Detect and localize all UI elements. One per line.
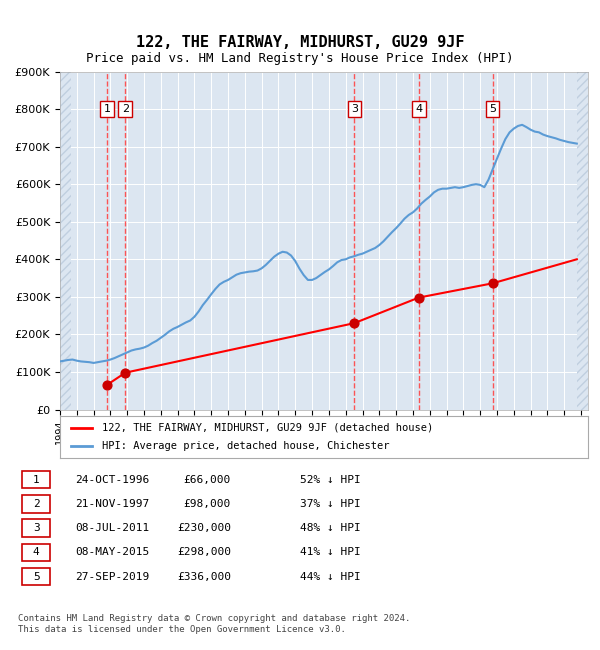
- Text: 122, THE FAIRWAY, MIDHURST, GU29 9JF: 122, THE FAIRWAY, MIDHURST, GU29 9JF: [136, 34, 464, 50]
- Text: 122, THE FAIRWAY, MIDHURST, GU29 9JF (detached house): 122, THE FAIRWAY, MIDHURST, GU29 9JF (de…: [102, 423, 433, 433]
- Bar: [577, 72, 588, 410]
- FancyBboxPatch shape: [22, 495, 50, 513]
- Text: Contains HM Land Registry data © Crown copyright and database right 2024.
This d: Contains HM Land Registry data © Crown c…: [18, 614, 410, 634]
- Point: [414, 292, 424, 303]
- Text: 1: 1: [33, 474, 40, 485]
- Text: 5: 5: [489, 104, 496, 114]
- Point: [350, 318, 359, 328]
- Bar: [60, 72, 71, 410]
- Text: 24-OCT-1996: 24-OCT-1996: [76, 474, 149, 485]
- Text: 1: 1: [104, 104, 111, 114]
- Text: 4: 4: [33, 547, 40, 557]
- Text: 4: 4: [415, 104, 422, 114]
- Text: 2: 2: [122, 104, 129, 114]
- Text: 3: 3: [33, 523, 40, 533]
- Text: 08-JUL-2011: 08-JUL-2011: [76, 523, 149, 533]
- Text: 08-MAY-2015: 08-MAY-2015: [76, 547, 149, 557]
- Text: £298,000: £298,000: [177, 547, 231, 557]
- FancyBboxPatch shape: [22, 568, 50, 585]
- Text: 2: 2: [33, 499, 40, 509]
- Point: [488, 278, 497, 289]
- FancyBboxPatch shape: [22, 519, 50, 537]
- FancyBboxPatch shape: [22, 471, 50, 488]
- Text: £66,000: £66,000: [184, 474, 231, 485]
- Text: 44% ↓ HPI: 44% ↓ HPI: [300, 571, 361, 582]
- Text: 27-SEP-2019: 27-SEP-2019: [76, 571, 149, 582]
- Point: [103, 380, 112, 390]
- Point: [121, 367, 130, 378]
- Text: 52% ↓ HPI: 52% ↓ HPI: [300, 474, 361, 485]
- Text: £336,000: £336,000: [177, 571, 231, 582]
- Text: £230,000: £230,000: [177, 523, 231, 533]
- Text: 3: 3: [351, 104, 358, 114]
- Text: 5: 5: [33, 571, 40, 582]
- Text: 41% ↓ HPI: 41% ↓ HPI: [300, 547, 361, 557]
- Text: Price paid vs. HM Land Registry's House Price Index (HPI): Price paid vs. HM Land Registry's House …: [86, 52, 514, 65]
- FancyBboxPatch shape: [22, 543, 50, 561]
- Text: HPI: Average price, detached house, Chichester: HPI: Average price, detached house, Chic…: [102, 441, 390, 451]
- Text: £98,000: £98,000: [184, 499, 231, 509]
- Text: 37% ↓ HPI: 37% ↓ HPI: [300, 499, 361, 509]
- Text: 21-NOV-1997: 21-NOV-1997: [76, 499, 149, 509]
- Text: 48% ↓ HPI: 48% ↓ HPI: [300, 523, 361, 533]
